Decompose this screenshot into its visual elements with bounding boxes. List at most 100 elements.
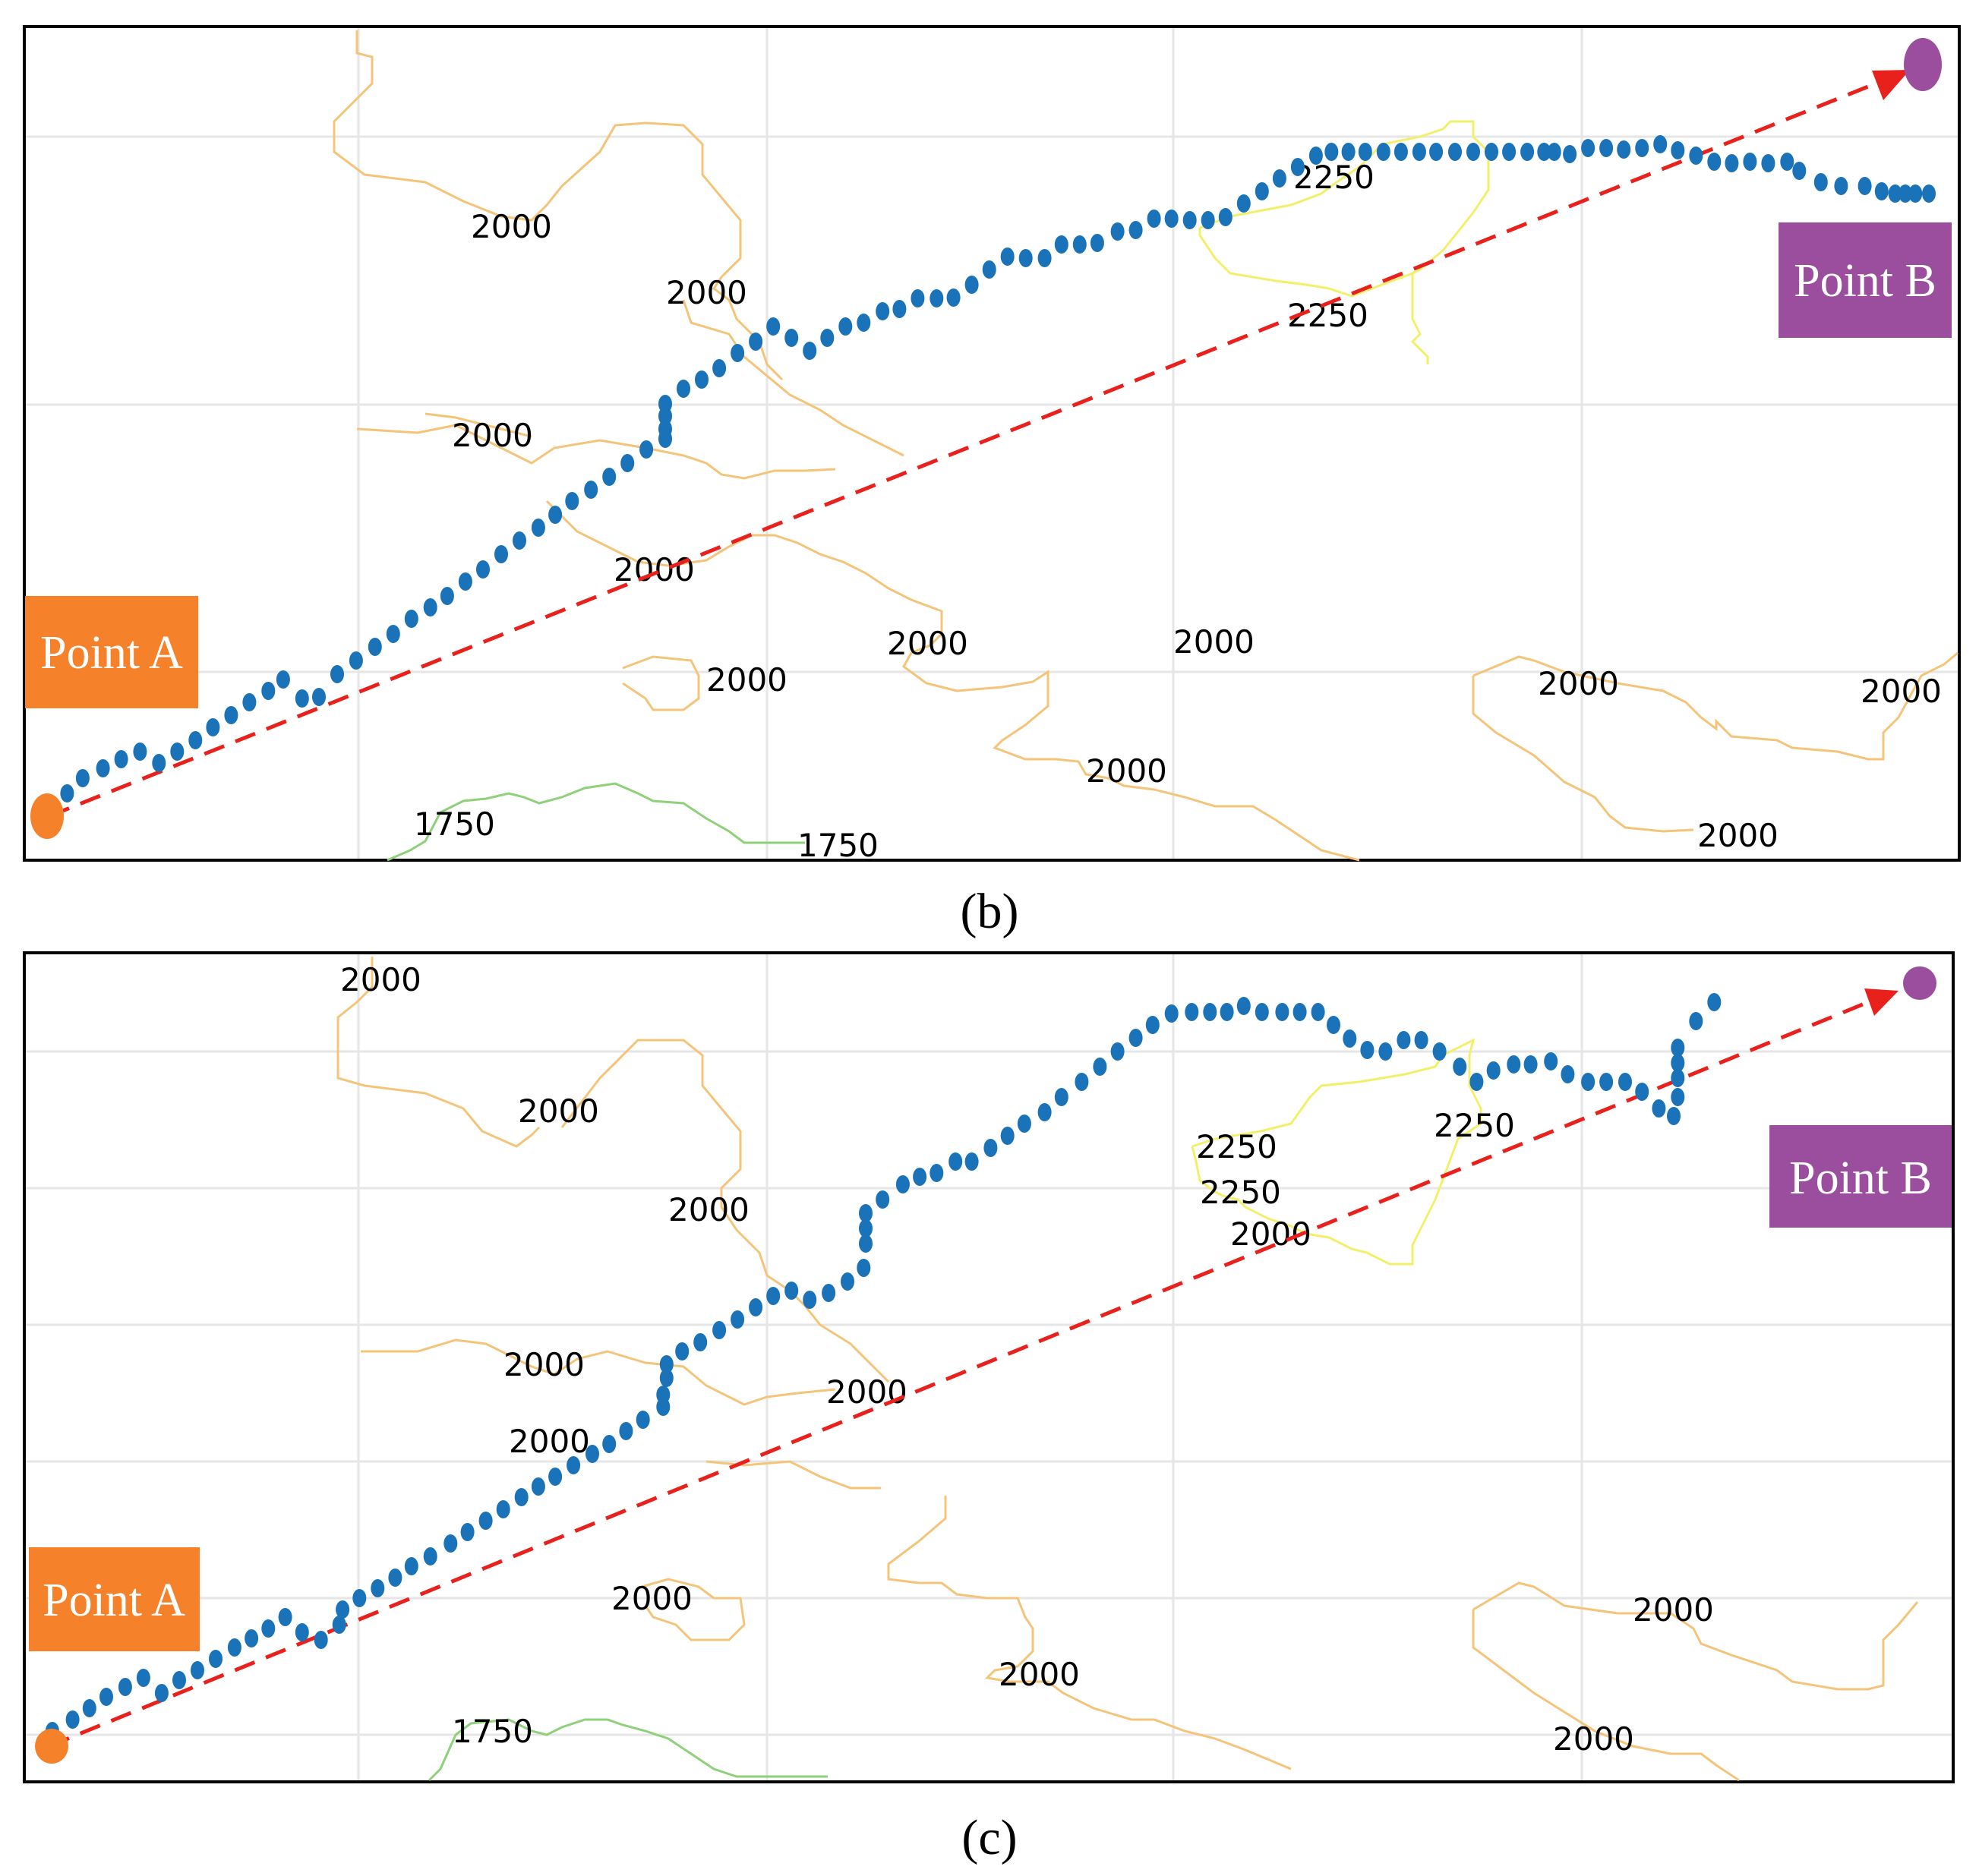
panel-c-contours-1750	[428, 1718, 828, 1782]
route-dot	[1635, 139, 1649, 157]
route-dot	[675, 1342, 690, 1360]
route-dot	[1507, 1055, 1521, 1074]
point-b-label-box: Point B	[1779, 222, 1952, 338]
route-dot	[531, 1477, 545, 1496]
route-dot	[1537, 143, 1551, 161]
route-dot	[1311, 1003, 1325, 1021]
contour-label: 1750	[414, 806, 495, 843]
contour-2000	[887, 1496, 1292, 1770]
route-dot	[693, 1333, 708, 1351]
route-dot	[1561, 1065, 1575, 1083]
route-dot	[659, 1369, 674, 1387]
route-dot	[114, 750, 128, 768]
route-dot	[731, 344, 745, 362]
route-dot	[964, 1152, 979, 1171]
route-dot	[133, 743, 147, 761]
route-dot	[1908, 184, 1923, 203]
route-dot	[1201, 211, 1215, 229]
contour-label: 2000	[1633, 1591, 1714, 1628]
route-dot	[1689, 147, 1703, 165]
contour-label: 2000	[666, 274, 747, 311]
route-dot	[1671, 1054, 1685, 1072]
route-dot	[565, 492, 579, 510]
route-dot	[349, 651, 363, 670]
route-dot	[1182, 211, 1197, 229]
arrowhead	[1864, 988, 1899, 1016]
route-dot	[330, 665, 344, 683]
route-dot	[388, 1569, 402, 1587]
route-dot	[458, 572, 472, 591]
route-dot	[1054, 1088, 1068, 1106]
route-dot	[118, 1678, 132, 1696]
contour-label: 2000	[614, 551, 695, 588]
route-dot	[1874, 182, 1889, 200]
route-dot	[513, 531, 526, 550]
contour-2250	[1198, 228, 1429, 364]
route-dot	[548, 1468, 563, 1486]
route-dot	[1272, 169, 1286, 188]
route-dot	[1469, 1073, 1484, 1091]
route-dot	[368, 638, 382, 656]
route-dot	[1147, 210, 1161, 228]
straight-route-line	[49, 80, 1880, 818]
point-a-label-box: Point A	[25, 596, 198, 708]
contour-label: 2000	[1697, 817, 1779, 854]
route-dot	[423, 1547, 437, 1565]
path-dots	[42, 135, 1936, 814]
route-dot	[75, 769, 90, 787]
panel-c-contour-labels: 2000 2000 2000 2000 2000 2000 2000 2000 …	[340, 961, 1714, 1758]
route-dot	[1667, 1107, 1681, 1125]
route-dot	[1520, 143, 1535, 161]
route-dot	[1017, 1115, 1031, 1133]
contour-label: 2000	[1538, 665, 1619, 702]
route-dot	[1341, 143, 1356, 161]
panel-c-contours	[336, 957, 1919, 1782]
route-dot	[1378, 1042, 1393, 1061]
route-dot	[1618, 1073, 1632, 1091]
route-dot	[1486, 1061, 1501, 1080]
contour-label: 2000	[503, 1346, 585, 1383]
route-dot	[1448, 143, 1462, 161]
route-dot	[1466, 143, 1480, 161]
contour-label: 2000	[611, 1580, 693, 1617]
route-dot	[766, 1287, 781, 1305]
point-b-marker	[1903, 966, 1936, 1000]
route-dot	[1502, 143, 1517, 161]
route-dot	[1376, 143, 1390, 161]
route-dot	[476, 560, 490, 579]
contour-label: 2000	[826, 1373, 907, 1411]
route-dot	[1308, 147, 1323, 165]
point-a-label: Point A	[43, 1575, 185, 1626]
route-dot	[659, 1355, 674, 1373]
route-dot	[1857, 177, 1872, 195]
route-dot	[1360, 1041, 1375, 1059]
route-dot	[567, 1456, 581, 1474]
route-dot	[1523, 1055, 1538, 1074]
route-dot	[1255, 182, 1269, 200]
route-dot	[99, 1688, 113, 1706]
route-dot	[531, 519, 545, 537]
route-dot	[1128, 221, 1143, 239]
route-dot	[841, 1272, 854, 1291]
route-dot	[1635, 1083, 1649, 1101]
contour-label: 2000	[668, 1191, 750, 1228]
route-dot	[60, 784, 74, 802]
path-dots	[45, 993, 1722, 1740]
straight-route-line	[49, 998, 1873, 1748]
route-dot	[1093, 1058, 1107, 1076]
route-dot	[1255, 1003, 1269, 1021]
route-dot	[1743, 153, 1757, 171]
route-dot	[1599, 1073, 1614, 1091]
contour-2000	[1472, 1610, 1740, 1782]
route-dot	[1293, 1003, 1307, 1021]
route-dot	[1164, 210, 1179, 228]
route-dot	[224, 706, 238, 724]
panel-c-frame	[23, 951, 1955, 1783]
route-dot	[443, 1534, 458, 1553]
route-dot	[930, 289, 944, 307]
route-dot	[65, 1710, 80, 1729]
route-dot	[152, 754, 166, 772]
route-dot	[191, 1661, 204, 1679]
route-dot	[658, 395, 672, 413]
route-dot	[1888, 184, 1902, 203]
